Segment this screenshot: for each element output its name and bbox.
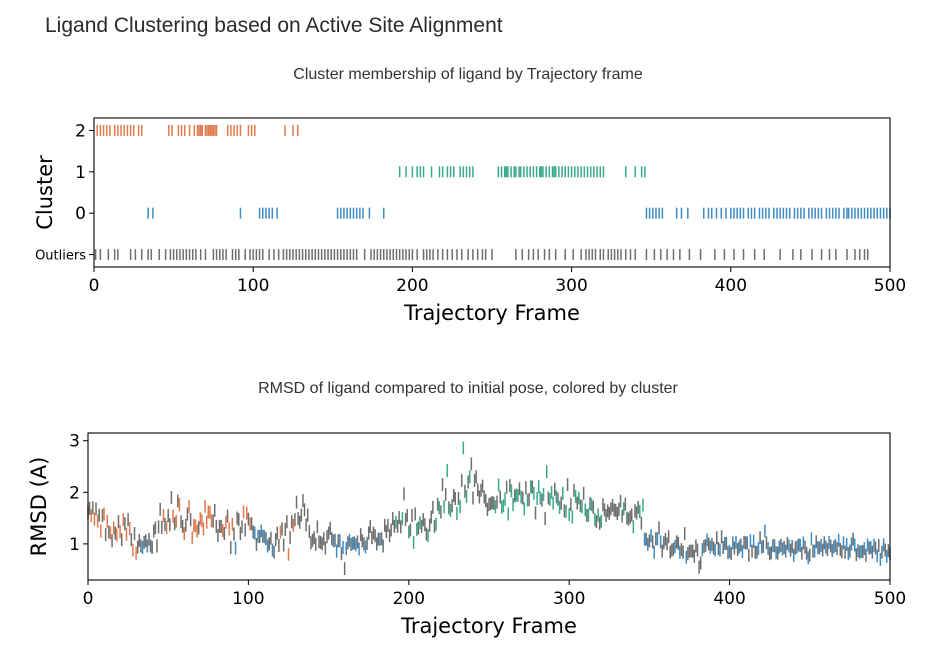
rmsd-chart-xtick-label: 300 xyxy=(553,589,585,609)
cluster-chart-ylabel: Cluster xyxy=(33,155,57,230)
cluster-chart-xtick-label: 100 xyxy=(237,276,269,296)
cluster-membership-marks xyxy=(94,124,891,261)
cluster-chart-ytick-label: 2 xyxy=(75,121,86,141)
rmsd-chart-xlabel: Trajectory Frame xyxy=(400,614,577,638)
rmsd-chart-ytick-label: 3 xyxy=(69,432,80,452)
cluster-chart-xtick-label: 0 xyxy=(89,276,100,296)
cluster-chart-xtick-label: 500 xyxy=(874,276,906,296)
chart-title-rmsd: RMSD of ligand compared to initial pose,… xyxy=(258,380,678,397)
cluster-chart-ytick-label: Outliers xyxy=(35,249,86,264)
rmsd-chart-axes-frame xyxy=(87,432,891,581)
cluster-chart-xtick-label: 200 xyxy=(396,276,428,296)
rmsd-chart-xtick-label: 200 xyxy=(393,589,425,609)
rmsd-chart-ylabel: RMSD (A) xyxy=(27,457,51,557)
cluster-chart-xlabel: Trajectory Frame xyxy=(403,301,580,325)
cluster-chart-axes-frame xyxy=(93,117,891,268)
rmsd-chart-xtick-label: 400 xyxy=(713,589,745,609)
rmsd-chart-ytick-label: 1 xyxy=(69,535,80,555)
cluster-chart-xtick-label: 400 xyxy=(715,276,747,296)
figure-title: Ligand Clustering based on Active Site A… xyxy=(45,14,503,37)
chart-title-cluster-membership: Cluster membership of ligand by Trajecto… xyxy=(293,66,643,83)
rmsd-marks xyxy=(87,441,891,576)
cluster-chart-ytick-label: 1 xyxy=(75,163,86,183)
rmsd-chart-xtick-label: 100 xyxy=(232,589,264,609)
rmsd-chart-ytick-label: 2 xyxy=(69,483,80,503)
rmsd-chart-xtick-label: 500 xyxy=(874,589,906,609)
rmsd-chart-xtick-label: 0 xyxy=(83,589,94,609)
cluster-chart-xtick-label: 300 xyxy=(555,276,587,296)
cluster-chart-ytick-label: 0 xyxy=(75,204,86,224)
